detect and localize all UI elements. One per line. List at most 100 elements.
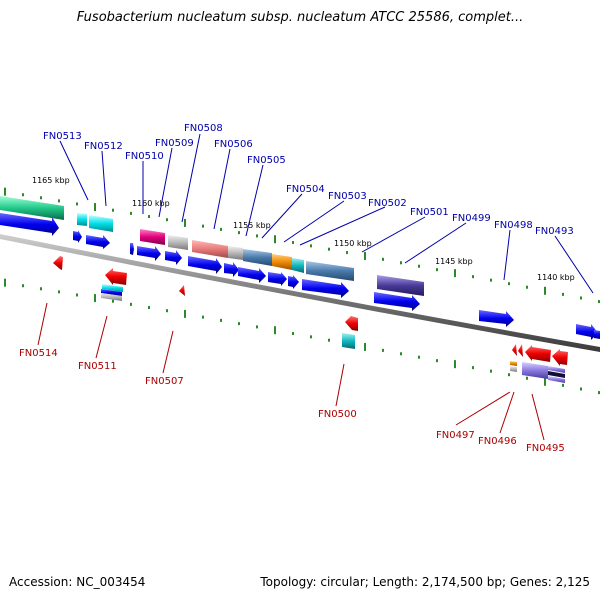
tick-mark: [382, 257, 384, 261]
gene-label-fn0496: FN0496: [478, 436, 517, 447]
gene-label-fn0513: FN0513: [43, 131, 82, 142]
gene-label-fn0507: FN0507: [145, 376, 184, 387]
gene-block: [0, 196, 64, 220]
forward-gene-arrow: [188, 256, 222, 274]
tick-mark: [400, 352, 402, 356]
tick-mark: [454, 360, 456, 369]
tick-mark: [310, 244, 312, 248]
tick-mark: [4, 278, 6, 287]
tick-mark: [292, 332, 294, 336]
tick-mark: [220, 227, 222, 231]
tick-mark: [508, 373, 510, 377]
tick-mark: [40, 287, 42, 291]
kbp-label: 1150 kbp: [334, 239, 372, 248]
tick-mark: [292, 241, 294, 245]
tick-mark: [58, 199, 60, 203]
gene-label-fn0503: FN0503: [328, 191, 367, 202]
gene-label-fn0506: FN0506: [214, 139, 253, 150]
tick-mark: [256, 325, 258, 329]
tick-mark: [166, 309, 168, 313]
forward-gene-arrow: [594, 330, 600, 339]
tick-mark: [40, 196, 42, 200]
tick-mark: [526, 376, 528, 380]
tick-mark: [130, 211, 132, 215]
tick-mark: [112, 299, 114, 303]
gene-block: [243, 249, 272, 266]
kbp-label: 1160 kbp: [132, 199, 170, 208]
tick-mark: [148, 306, 150, 310]
forward-gene-arrow: [576, 324, 598, 340]
forward-gene-arrow: [165, 250, 182, 265]
kbp-scale: 1165 kbp 1160 kbp 1155 kbp 1150 kbp 1145…: [32, 176, 575, 282]
gene-block: [292, 258, 304, 273]
gene-block: [377, 275, 424, 296]
forward-gene-arrow: [268, 272, 287, 286]
gene-block: [77, 213, 87, 226]
tick-mark: [130, 302, 132, 306]
tick-mark: [184, 309, 186, 318]
tick-mark: [364, 251, 366, 260]
gene-label-fn0504: FN0504: [286, 184, 325, 195]
tick-mark: [94, 294, 96, 303]
tick-mark: [58, 290, 60, 294]
tick-mark: [256, 234, 258, 238]
tick-mark: [184, 218, 186, 227]
tick-mark: [472, 366, 474, 370]
reverse-strand-arrows: [53, 256, 568, 366]
forward-gene-arrow: [479, 310, 514, 327]
tick-mark: [238, 231, 240, 235]
tick-mark: [562, 383, 564, 387]
gene-label-fn0499: FN0499: [452, 213, 491, 224]
gene-block: [548, 366, 565, 373]
gene-label-fn0500: FN0500: [318, 409, 357, 420]
kbp-label: 1165 kbp: [32, 176, 70, 185]
kbp-label: 1145 kbp: [435, 257, 473, 266]
reverse-gene-arrow: [552, 349, 568, 366]
tick-mark: [346, 251, 348, 255]
gene-block: [192, 240, 228, 258]
gene-block: [510, 366, 517, 372]
gene-label-fn0498: FN0498: [494, 220, 533, 231]
tick-mark: [418, 355, 420, 359]
gene-label-fn0509: FN0509: [155, 138, 194, 149]
tick-mark: [328, 247, 330, 251]
tick-mark: [112, 208, 114, 212]
tick-mark: [148, 215, 150, 219]
gene-label-fn0502: FN0502: [368, 198, 407, 209]
tick-mark: [526, 285, 528, 289]
tick-mark: [220, 318, 222, 322]
gene-block: [89, 215, 113, 232]
forward-gene-arrow: [86, 235, 110, 249]
tick-mark: [436, 268, 438, 272]
gene-block: [510, 361, 517, 366]
forward-cog-row: [0, 196, 424, 296]
tick-mark: [202, 315, 204, 319]
gene-block: [228, 246, 243, 260]
tick-mark: [310, 335, 312, 339]
forward-gene-arrow: [0, 213, 59, 236]
gene-block: [342, 333, 355, 349]
tick-mark: [508, 282, 510, 286]
gene-label-fn0501: FN0501: [410, 207, 449, 218]
gene-block: [101, 293, 122, 301]
gene-block: [548, 376, 565, 383]
reverse-gene-arrow: [525, 345, 551, 362]
reverse-gene-arrow: [179, 285, 185, 296]
tick-mark: [94, 203, 96, 212]
gene-label-fn0495: FN0495: [526, 443, 565, 454]
gene-block: [306, 261, 354, 281]
forward-strand-arrows: [0, 213, 600, 340]
tick-mark: [274, 235, 276, 244]
forward-gene-arrow: [238, 267, 266, 283]
tick-mark: [166, 218, 168, 222]
gene-label-fn0493: FN0493: [535, 226, 574, 237]
gene-label-fn0512: FN0512: [84, 141, 123, 152]
tick-mark: [238, 322, 240, 326]
gene-block: [168, 235, 188, 250]
tick-mark: [4, 187, 6, 196]
tick-mark: [454, 269, 456, 278]
tick-mark: [22, 284, 24, 288]
tick-mark: [76, 293, 78, 297]
tick-mark: [544, 377, 546, 386]
